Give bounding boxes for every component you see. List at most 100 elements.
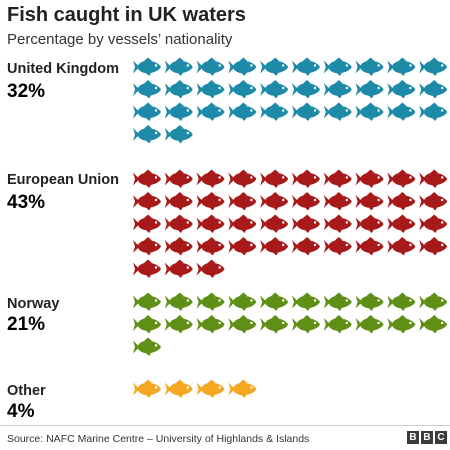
fish-icon-united-kingdom (228, 80, 257, 99)
fish-icon-norway (164, 315, 193, 334)
fish-icon-united-kingdom (196, 57, 225, 76)
fish-icon-european-union (323, 214, 352, 233)
chart-title: Fish caught in UK waters (7, 4, 246, 26)
fish-icon-european-union (196, 259, 225, 278)
fish-icon-united-kingdom (419, 80, 448, 99)
fish-icon-united-kingdom (323, 57, 352, 76)
fish-icon-norway (196, 292, 225, 311)
fish-icon-united-kingdom (419, 57, 448, 76)
fish-icon-united-kingdom (164, 125, 193, 144)
fish-icon-norway (260, 315, 289, 334)
category-percent-norway: 21% (7, 314, 46, 335)
fish-icon-other (164, 379, 193, 398)
bbc-logo-letter: B (407, 431, 419, 444)
fish-icon-european-union (260, 192, 289, 211)
fish-icon-norway (133, 337, 161, 356)
chart-subtitle: Percentage by vessels’ nationality (7, 31, 233, 48)
category-name-united-kingdom: United Kingdom (7, 61, 119, 77)
fish-icon-european-union (228, 214, 257, 233)
fish-icon-united-kingdom (164, 57, 193, 76)
fish-icon-other (228, 379, 257, 398)
fish-icon-european-union (323, 169, 352, 188)
category-percent-other: 4% (7, 401, 35, 422)
fish-icon-european-union (323, 237, 352, 256)
fish-icon-european-union (228, 192, 257, 211)
fish-icon-norway (228, 292, 257, 311)
fish-icon-united-kingdom (387, 57, 416, 76)
fish-icon-united-kingdom (196, 102, 225, 121)
fish-icon-european-union (196, 192, 225, 211)
fish-icon-united-kingdom (164, 102, 193, 121)
fish-icon-norway (133, 292, 161, 311)
fish-icon-united-kingdom (133, 102, 161, 121)
fish-icon-united-kingdom (355, 80, 384, 99)
fish-icon-european-union (355, 237, 384, 256)
fish-icon-european-union (133, 214, 161, 233)
fish-icon-norway (292, 292, 320, 311)
fish-icon-european-union (133, 237, 161, 256)
fish-icon-european-union (164, 259, 193, 278)
fish-icon-european-union (260, 169, 289, 188)
fish-icon-united-kingdom (387, 80, 416, 99)
fish-icon-european-union (133, 192, 161, 211)
fish-icon-european-union (164, 214, 193, 233)
footer-divider (0, 425, 450, 426)
fish-icon-other (196, 379, 225, 398)
fish-icon-norway (323, 292, 352, 311)
fish-icon-united-kingdom (196, 80, 225, 99)
fish-icon-united-kingdom (292, 80, 320, 99)
fish-icon-norway (196, 315, 225, 334)
bbc-logo: B B C (407, 431, 447, 444)
fish-icon-european-union (355, 214, 384, 233)
fish-icon-european-union (260, 237, 289, 256)
fish-icon-european-union (419, 169, 448, 188)
pictogram-chart (133, 57, 448, 398)
fish-icon-european-union (292, 214, 320, 233)
fish-icon-european-union (164, 237, 193, 256)
fish-icon-norway (419, 292, 448, 311)
fish-icon-united-kingdom (260, 80, 289, 99)
fish-icon-european-union (228, 237, 257, 256)
fish-icon-european-union (419, 192, 448, 211)
fish-icon-european-union (387, 214, 416, 233)
fish-icon-united-kingdom (260, 57, 289, 76)
fish-icon-united-kingdom (164, 80, 193, 99)
fish-icon-united-kingdom (133, 125, 161, 144)
fish-icon-norway (133, 315, 161, 334)
source-note: Source: NAFC Marine Centre – University … (7, 433, 310, 445)
category-name-other: Other (7, 383, 46, 399)
fish-icon-european-union (355, 192, 384, 211)
fish-icon-norway (355, 292, 384, 311)
fish-icon-european-union (292, 192, 320, 211)
category-name-european-union: European Union (7, 172, 119, 188)
fish-icon-united-kingdom (355, 57, 384, 76)
fish-icon-european-union (419, 214, 448, 233)
fish-icon-european-union (292, 237, 320, 256)
fish-icon-norway (387, 315, 416, 334)
fish-icon-united-kingdom (260, 102, 289, 121)
fish-icon-united-kingdom (323, 102, 352, 121)
fish-icon-european-union (196, 169, 225, 188)
fish-icon-european-union (164, 169, 193, 188)
fish-icon-norway (228, 315, 257, 334)
fish-icon-european-union (387, 169, 416, 188)
fish-icon-united-kingdom (387, 102, 416, 121)
fish-icon-norway (355, 315, 384, 334)
fish-icon-united-kingdom (323, 80, 352, 99)
fish-icon-european-union (133, 259, 161, 278)
fish-icon-european-union (387, 237, 416, 256)
fish-icon-norway (260, 292, 289, 311)
category-name-norway: Norway (7, 296, 60, 312)
category-percent-european-union: 43% (7, 192, 46, 213)
fish-icon-european-union (260, 214, 289, 233)
fish-icon-european-union (419, 237, 448, 256)
fish-icon-european-union (228, 169, 257, 188)
bbc-logo-letter: C (435, 431, 447, 444)
fish-icon-norway (419, 315, 448, 334)
fish-icon-european-union (196, 237, 225, 256)
fish-icon-other (133, 379, 161, 398)
fish-icon-european-union (355, 169, 384, 188)
fish-icon-united-kingdom (292, 102, 320, 121)
fish-icon-united-kingdom (228, 57, 257, 76)
fish-icon-norway (292, 315, 320, 334)
